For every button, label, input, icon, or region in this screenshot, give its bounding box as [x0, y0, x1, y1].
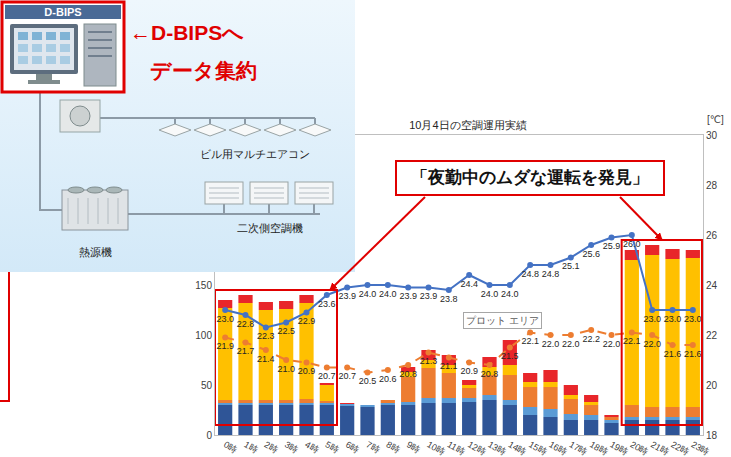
- svg-text:24.0: 24.0: [501, 289, 519, 299]
- svg-text:150: 150: [195, 280, 212, 291]
- svg-text:23.9: 23.9: [420, 291, 438, 301]
- svg-text:23.0: 23.0: [216, 314, 234, 324]
- svg-text:22.1: 22.1: [521, 336, 539, 346]
- svg-text:5時: 5時: [324, 439, 341, 455]
- svg-text:24.0: 24.0: [481, 289, 499, 299]
- svg-text:23時: 23時: [690, 439, 711, 457]
- svg-text:25.1: 25.1: [562, 261, 580, 271]
- svg-text:21時: 21時: [649, 439, 670, 457]
- svg-text:22: 22: [706, 330, 718, 341]
- svg-text:20.9: 20.9: [298, 366, 316, 376]
- svg-text:22.1: 22.1: [623, 336, 641, 346]
- svg-text:7時: 7時: [364, 439, 381, 455]
- svg-text:21.3: 21.3: [420, 356, 438, 366]
- svg-text:二次側空調機: 二次側空調機: [237, 222, 303, 234]
- svg-text:12時: 12時: [466, 439, 487, 457]
- svg-text:20.7: 20.7: [318, 371, 336, 381]
- svg-text:22.0: 22.0: [542, 339, 560, 349]
- svg-text:0: 0: [206, 430, 212, 441]
- svg-text:11時: 11時: [446, 439, 467, 457]
- svg-text:13時: 13時: [486, 439, 507, 457]
- svg-text:1時: 1時: [242, 439, 259, 455]
- svg-text:22.0: 22.0: [643, 339, 661, 349]
- svg-text:20.6: 20.6: [379, 374, 397, 384]
- svg-text:17時: 17時: [568, 439, 589, 457]
- svg-text:20.8: 20.8: [481, 369, 499, 379]
- svg-text:21.7: 21.7: [237, 346, 255, 356]
- svg-text:100: 100: [195, 330, 212, 341]
- svg-text:24.4: 24.4: [460, 279, 478, 289]
- svg-text:22時: 22時: [669, 439, 690, 457]
- svg-text:20.7: 20.7: [338, 371, 356, 381]
- svg-text:22.0: 22.0: [562, 339, 580, 349]
- svg-text:22.9: 22.9: [298, 316, 316, 326]
- svg-text:24.8: 24.8: [542, 269, 560, 279]
- svg-text:0時: 0時: [222, 439, 239, 455]
- svg-text:21.4: 21.4: [257, 354, 275, 364]
- svg-text:18: 18: [706, 430, 718, 441]
- svg-text:10月4日の空調運用実績: 10月4日の空調運用実績: [409, 119, 526, 131]
- svg-text:22.3: 22.3: [257, 331, 275, 341]
- svg-text:20.9: 20.9: [460, 366, 478, 376]
- svg-text:14時: 14時: [507, 439, 528, 457]
- svg-text:16時: 16時: [547, 439, 568, 457]
- svg-text:20.5: 20.5: [359, 376, 377, 386]
- svg-text:23.0: 23.0: [684, 314, 702, 324]
- svg-text:20時: 20時: [629, 439, 650, 457]
- svg-text:50: 50: [201, 380, 213, 391]
- svg-text:20: 20: [706, 380, 718, 391]
- svg-text:25.6: 25.6: [582, 249, 600, 259]
- svg-text:24: 24: [706, 280, 718, 291]
- svg-text:D-BIPS: D-BIPS: [44, 6, 81, 18]
- svg-text:8時: 8時: [385, 439, 402, 455]
- svg-text:[℃]: [℃]: [707, 114, 724, 125]
- svg-text:21.1: 21.1: [440, 361, 458, 371]
- svg-text:30: 30: [706, 130, 718, 141]
- svg-text:データ集約: データ集約: [150, 59, 257, 82]
- svg-text:4時: 4時: [303, 439, 320, 455]
- svg-text:22.8: 22.8: [237, 319, 255, 329]
- svg-text:23.9: 23.9: [399, 291, 417, 301]
- svg-text:24.0: 24.0: [379, 289, 397, 299]
- svg-text:9時: 9時: [405, 439, 422, 455]
- svg-text:26.0: 26.0: [623, 239, 641, 249]
- svg-text:3時: 3時: [283, 439, 300, 455]
- svg-text:26: 26: [706, 230, 718, 241]
- svg-text:15時: 15時: [527, 439, 548, 457]
- svg-text:23.6: 23.6: [318, 299, 336, 309]
- svg-text:28: 28: [706, 180, 718, 191]
- svg-text:プロット エリア: プロット エリア: [466, 315, 539, 326]
- svg-text:24.0: 24.0: [359, 289, 377, 299]
- svg-text:23.8: 23.8: [440, 294, 458, 304]
- svg-text:24.8: 24.8: [521, 269, 539, 279]
- svg-text:ビル用マルチエアコン: ビル用マルチエアコン: [200, 148, 310, 160]
- svg-text:23.0: 23.0: [643, 314, 661, 324]
- svg-text:19時: 19時: [608, 439, 629, 457]
- svg-text:21.6: 21.6: [664, 349, 682, 359]
- svg-text:22.2: 22.2: [582, 334, 600, 344]
- svg-text:21.9: 21.9: [216, 341, 234, 351]
- svg-text:22.0: 22.0: [603, 339, 621, 349]
- svg-text:21.0: 21.0: [277, 364, 295, 374]
- svg-text:6時: 6時: [344, 439, 361, 455]
- svg-text:23.0: 23.0: [664, 314, 682, 324]
- svg-text:←D-BIPSへ: ←D-BIPSへ: [130, 21, 244, 44]
- svg-text:10時: 10時: [425, 439, 446, 457]
- svg-text:22.5: 22.5: [277, 326, 295, 336]
- svg-text:熱源機: 熱源機: [79, 246, 112, 258]
- svg-text:21.6: 21.6: [684, 349, 702, 359]
- html-text:「夜勤中のムダな運転を発見」: 「夜勤中のムダな運転を発見」: [411, 168, 649, 187]
- svg-text:2時: 2時: [263, 439, 280, 455]
- svg-text:25.9: 25.9: [603, 241, 621, 251]
- svg-text:21.5: 21.5: [501, 351, 519, 361]
- svg-text:23.9: 23.9: [338, 291, 356, 301]
- svg-text:18時: 18時: [588, 439, 609, 457]
- svg-text:20.8: 20.8: [399, 369, 417, 379]
